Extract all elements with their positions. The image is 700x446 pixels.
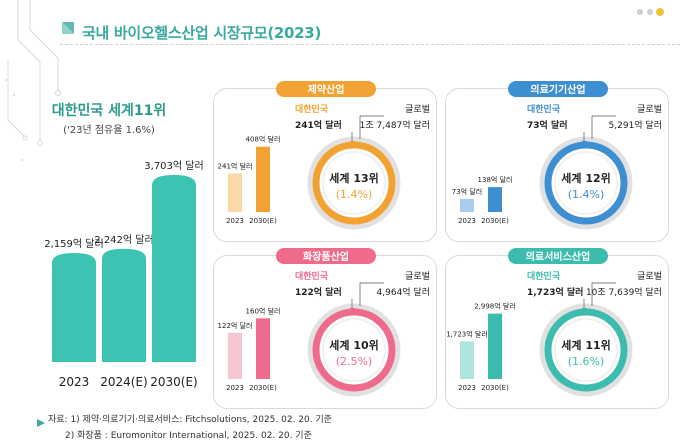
panel-0-title: 제약산업	[308, 83, 345, 96]
main-bar-0	[52, 252, 96, 362]
panel-1-share: (1.4%)	[568, 188, 605, 201]
panel-2-korea-value: 122억 달러	[295, 286, 342, 298]
panel-1-korea-value: 73억 달러	[527, 119, 568, 131]
panel-cosmetics-chart: 화장품산업 122억 달러 2023 160억 달러 2030(E) 세계 10위 (2.5…	[218, 248, 430, 397]
panel-3-ring-inner	[554, 318, 618, 382]
panel-2-korea-label: 대한민국	[295, 270, 329, 282]
panel-1-global-leader	[591, 115, 616, 139]
panel-1-global-label: 글로벌	[637, 104, 662, 115]
panel-device-chart: 의료기기산업 73억 달러 2023 138억 달러 2030(E) 세계 12위 (1.4…	[452, 81, 662, 230]
panel-3-rank: 세계 11위	[561, 338, 611, 352]
title-icon	[60, 20, 76, 36]
main-bar-value-2: 3,703억 달러	[144, 160, 203, 172]
panel-3-bar-value-0: 1,723억 달러	[446, 329, 488, 338]
panel-3-bar-1	[488, 313, 502, 379]
panel-3-share-marker	[582, 308, 587, 315]
panel-2-share-marker	[350, 308, 355, 315]
panel-0-global-value: 1조 7,487억 달러	[360, 119, 430, 131]
panel-2-bar-value-1: 160억 달러	[246, 306, 281, 315]
panel-2-bar-value-0: 122억 달러	[218, 321, 253, 330]
panel-3-bar-value-1: 2,998억 달러	[474, 302, 516, 311]
panel-3-global-label: 글로벌	[637, 271, 662, 282]
panel-1-share-marker	[582, 141, 587, 148]
panel-pharma-chart: 제약산업 241억 달러 2023 408억 달러 2030(E) 세계 13위 (1.4%…	[218, 81, 430, 230]
panel-0-ring-outer	[307, 136, 401, 230]
panel-0-ring-inner	[322, 151, 386, 215]
main-bar-2	[152, 174, 196, 362]
panel-2-bar-year-0: 2023	[226, 384, 244, 392]
panel-2-title: 화장품산업	[303, 250, 349, 263]
panel-2-ring-outer	[307, 303, 401, 397]
panel-2-global-value: 4,964억 달러	[377, 286, 430, 298]
summary-subline: ('23년 점유율 1.6%)	[63, 125, 155, 136]
panel-1-bar-year-0: 2023	[458, 217, 476, 225]
panel-3-bar-0	[460, 341, 474, 379]
panel-1-title: 의료기기산업	[530, 83, 585, 96]
panel-0-bar-year-1: 2030(E)	[249, 217, 277, 225]
panel-1-global-value: 5,291억 달러	[609, 119, 662, 131]
footnote-line2: 2) 화장품 : Euromonitor International, 2025…	[65, 431, 312, 441]
panel-3-global-leader	[591, 282, 616, 306]
panel-2-share: (2.5%)	[336, 355, 373, 368]
title-underline	[60, 44, 680, 45]
page-title: 국내 바이오헬스산업 시장규모(2023)	[82, 24, 322, 42]
panel-2-rank: 세계 10위	[329, 338, 379, 352]
panel-3-korea-label: 대한민국	[527, 270, 561, 282]
panel-3-title: 의료서비스산업	[526, 250, 590, 263]
panel-1-ring-inner	[554, 151, 618, 215]
main-bar-year-1: 2024(E)	[100, 375, 147, 389]
panel-3-share: (1.6%)	[568, 355, 605, 368]
panel-1-ring-outer	[539, 136, 633, 230]
panel-1-rank: 세계 12위	[561, 171, 611, 185]
panel-2-global-label: 글로벌	[405, 271, 430, 282]
panel-2-global-leader	[359, 282, 384, 306]
panel-2-bar-1	[256, 318, 270, 379]
panel-0-bar-0	[228, 173, 242, 212]
panel-3-bar-year-0: 2023	[458, 384, 476, 392]
panel-0-bar-year-0: 2023	[226, 217, 244, 225]
panel-2-bar-0	[228, 332, 242, 379]
panel-1-bar-value-0: 73억 달러	[452, 187, 482, 196]
main-bar-chart: 2,159억 달러 2023 2,242억 달러 2024(E) 3,703억 달러 20…	[44, 160, 203, 389]
main-bar-year-2: 2030(E)	[150, 375, 197, 389]
panel-1-bar-1	[488, 187, 502, 212]
panel-1-bar-0	[460, 198, 474, 212]
panel-0-global-leader	[359, 115, 384, 139]
panel-2-bar-year-1: 2030(E)	[249, 384, 277, 392]
footnote-icon	[36, 413, 46, 427]
panel-1-bar-value-1: 138억 달러	[478, 175, 513, 184]
panel-1-bar-year-1: 2030(E)	[481, 217, 509, 225]
panel-2-title-pill	[276, 248, 376, 264]
panel-3-ring-outer	[539, 303, 633, 397]
panel-0-share: (1.4%)	[336, 188, 373, 201]
main-bar-value-1: 2,242억 달러	[94, 234, 153, 246]
main-bar-1	[102, 248, 146, 362]
panel-3-global-value: 10조 7,639억 달러	[586, 286, 662, 298]
panel-1-title-pill	[508, 81, 608, 97]
panel-0-bar-value-1: 408억 달러	[246, 135, 281, 144]
panel-service-chart: 의료서비스산업 1,723억 달러 2023 2,998억 달러 2030(E) 세계 1…	[446, 248, 662, 397]
panel-0-share-marker	[350, 141, 355, 148]
panel-1-korea-label: 대한민국	[527, 103, 561, 115]
summary-headline: 대한민국 세계11위	[51, 103, 167, 119]
panel-0-korea-label: 대한민국	[295, 103, 329, 115]
panel-3-korea-value: 1,723억 달러	[527, 286, 583, 298]
panel-0-title-pill	[276, 81, 376, 97]
panel-0-korea-value: 241억 달러	[295, 119, 342, 131]
panel-3-title-pill	[508, 248, 608, 264]
panel-0-rank: 세계 13위	[329, 171, 379, 185]
panel-0-bar-value-0: 241억 달러	[218, 161, 253, 170]
main-bar-year-0: 2023	[59, 375, 90, 389]
panel-3-bar-year-1: 2030(E)	[481, 384, 509, 392]
footnote-line1: 자료: 1) 제약·의료기기·의료서비스: Fitchsolutions, 20…	[48, 415, 333, 425]
panel-0-bar-1	[256, 146, 270, 212]
panel-2-ring-inner	[322, 318, 386, 382]
main-bar-value-0: 2,159억 달러	[44, 238, 103, 250]
panel-0-global-label: 글로벌	[405, 104, 430, 115]
